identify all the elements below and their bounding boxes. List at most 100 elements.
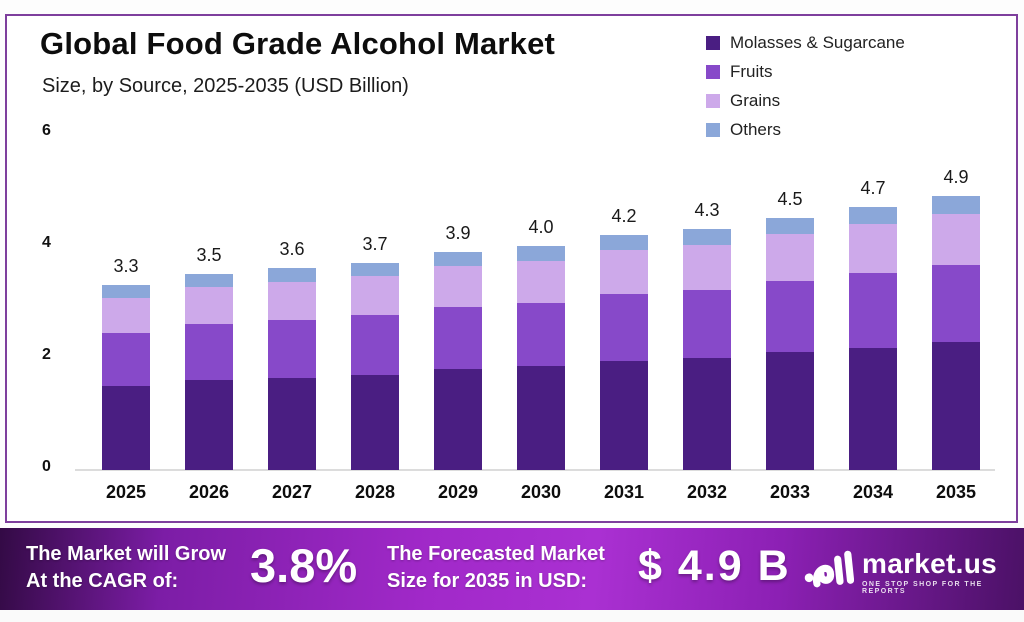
- bar-segment-fruits: [849, 273, 897, 348]
- bar-segment-grains: [268, 281, 316, 320]
- bar-segment-others: [600, 234, 648, 250]
- bar-segment-grains: [683, 244, 731, 290]
- bar-segment-others: [434, 251, 482, 267]
- bar-segment-fruits: [185, 324, 233, 381]
- bar-total-label-2035: 4.9: [943, 166, 969, 187]
- bar-total-label-2033: 4.5: [777, 189, 803, 209]
- bar-total-label-2029: 3.9: [445, 222, 471, 243]
- bar-2030: [517, 246, 565, 470]
- x-axis-label-2031: 2031: [603, 482, 645, 502]
- forecast-label-line1: The Forecasted Market: [387, 543, 605, 565]
- footer-banner: The Market will Grow At the CAGR of: 3.8…: [0, 528, 1024, 610]
- legend-item-grains: Grains: [706, 91, 905, 111]
- bar-segment-fruits: [932, 265, 980, 343]
- bar-segment-grains: [932, 213, 980, 266]
- x-axis-label-2033: 2033: [769, 482, 811, 502]
- y-axis-tick-4: 4: [42, 234, 51, 251]
- bar-segment-fruits: [102, 332, 150, 386]
- bar-2029: [434, 251, 482, 470]
- legend-label: Grains: [730, 91, 781, 110]
- cagr-label-line1: The Market will Grow: [26, 543, 227, 565]
- bar-segment-grains: [517, 260, 565, 303]
- bar-segment-fruits: [683, 289, 731, 358]
- marketus-logo: market.us ONE STOP SHOP FOR THE REPORTS: [802, 543, 1024, 595]
- brand-tagline: ONE STOP SHOP FOR THE REPORTS: [862, 581, 983, 595]
- bar-segment-grains: [185, 287, 233, 325]
- bar-2025: [102, 285, 150, 470]
- x-axis-label-2028: 2028: [354, 482, 396, 502]
- bar-segment-molasses-sugarcane: [268, 377, 316, 470]
- bar-segment-fruits: [600, 294, 648, 361]
- legend-item-others: Others: [706, 120, 905, 140]
- bar-segment-molasses-sugarcane: [849, 347, 897, 470]
- bar-segment-others: [766, 218, 814, 235]
- legend-swatch-icon: [706, 94, 720, 108]
- bar-segment-grains: [102, 298, 150, 333]
- bar-segment-molasses-sugarcane: [932, 342, 980, 470]
- bar-segment-others: [268, 268, 316, 282]
- bar-total-label-2034: 4.7: [860, 177, 886, 198]
- x-axis-line: [75, 469, 995, 471]
- legend-swatch-icon: [706, 36, 720, 50]
- bar-segment-grains: [849, 224, 897, 274]
- bar-segment-others: [517, 246, 565, 261]
- bar-segment-others: [932, 195, 980, 214]
- x-axis-label-2030: 2030: [520, 482, 562, 502]
- bar-segment-others: [683, 229, 731, 245]
- y-axis-tick-2: 2: [42, 346, 51, 363]
- bar-2032: [683, 229, 731, 470]
- bar-2035: [932, 195, 980, 470]
- marketus-wordmark: market.us ONE STOP SHOP FOR THE REPORTS: [862, 548, 1024, 596]
- chart-legend: Molasses & Sugarcane Fruits Grains Others: [706, 33, 905, 149]
- bar-segment-fruits: [434, 307, 482, 370]
- bar-2033: [766, 218, 814, 470]
- bar-segment-fruits: [351, 315, 399, 375]
- bar-segment-grains: [600, 249, 648, 295]
- x-axis-label-2032: 2032: [686, 482, 728, 502]
- legend-item-fruits: Fruits: [706, 62, 905, 82]
- x-axis-label-2035: 2035: [935, 482, 977, 502]
- cagr-label: The Market will Grow At the CAGR of:: [26, 541, 226, 595]
- bar-segment-others: [351, 262, 399, 277]
- bar-segment-others: [849, 206, 897, 225]
- bar-segment-molasses-sugarcane: [185, 380, 233, 470]
- bar-total-label-2032: 4.3: [694, 200, 720, 221]
- bar-segment-molasses-sugarcane: [600, 360, 648, 470]
- bar-total-label-2030: 4.0: [528, 217, 554, 237]
- bar-segment-fruits: [517, 302, 565, 367]
- y-axis-tick-6: 6: [42, 122, 51, 139]
- bar-2031: [600, 234, 648, 470]
- forecast-label-line2: Size for 2035 in USD:: [387, 570, 588, 592]
- bar-2027: [268, 268, 316, 470]
- brand-name: market.us: [862, 548, 998, 579]
- bar-total-label-2031: 4.2: [611, 205, 637, 226]
- bar-segment-others: [185, 274, 233, 288]
- bar-total-label-2028: 3.7: [362, 233, 388, 254]
- bar-segment-molasses-sugarcane: [102, 385, 150, 470]
- cagr-label-line2: At the CAGR of:: [26, 570, 179, 592]
- bar-2028: [351, 262, 399, 470]
- bar-segment-fruits: [766, 281, 814, 353]
- legend-label: Fruits: [730, 62, 773, 81]
- bar-2034: [849, 206, 897, 470]
- bar-total-label-2026: 3.5: [196, 245, 222, 265]
- bar-segment-grains: [766, 234, 814, 282]
- bar-segment-molasses-sugarcane: [517, 366, 565, 470]
- bar-total-label-2027: 3.6: [279, 239, 305, 260]
- bar-2026: [185, 274, 233, 470]
- bar-segment-molasses-sugarcane: [434, 369, 482, 470]
- bar-segment-molasses-sugarcane: [683, 357, 731, 470]
- x-axis-label-2025: 2025: [105, 482, 147, 502]
- cagr-value: 3.8%: [250, 539, 358, 592]
- legend-swatch-icon: [706, 65, 720, 79]
- legend-swatch-icon: [706, 123, 720, 137]
- legend-label: Molasses & Sugarcane: [730, 33, 905, 52]
- bar-segment-grains: [351, 276, 399, 316]
- x-axis-label-2026: 2026: [188, 482, 230, 502]
- x-axis-label-2034: 2034: [852, 482, 894, 502]
- x-axis-label-2029: 2029: [437, 482, 479, 502]
- bar-segment-fruits: [268, 319, 316, 378]
- bar-segment-others: [102, 285, 150, 299]
- y-axis-tick-0: 0: [42, 458, 51, 475]
